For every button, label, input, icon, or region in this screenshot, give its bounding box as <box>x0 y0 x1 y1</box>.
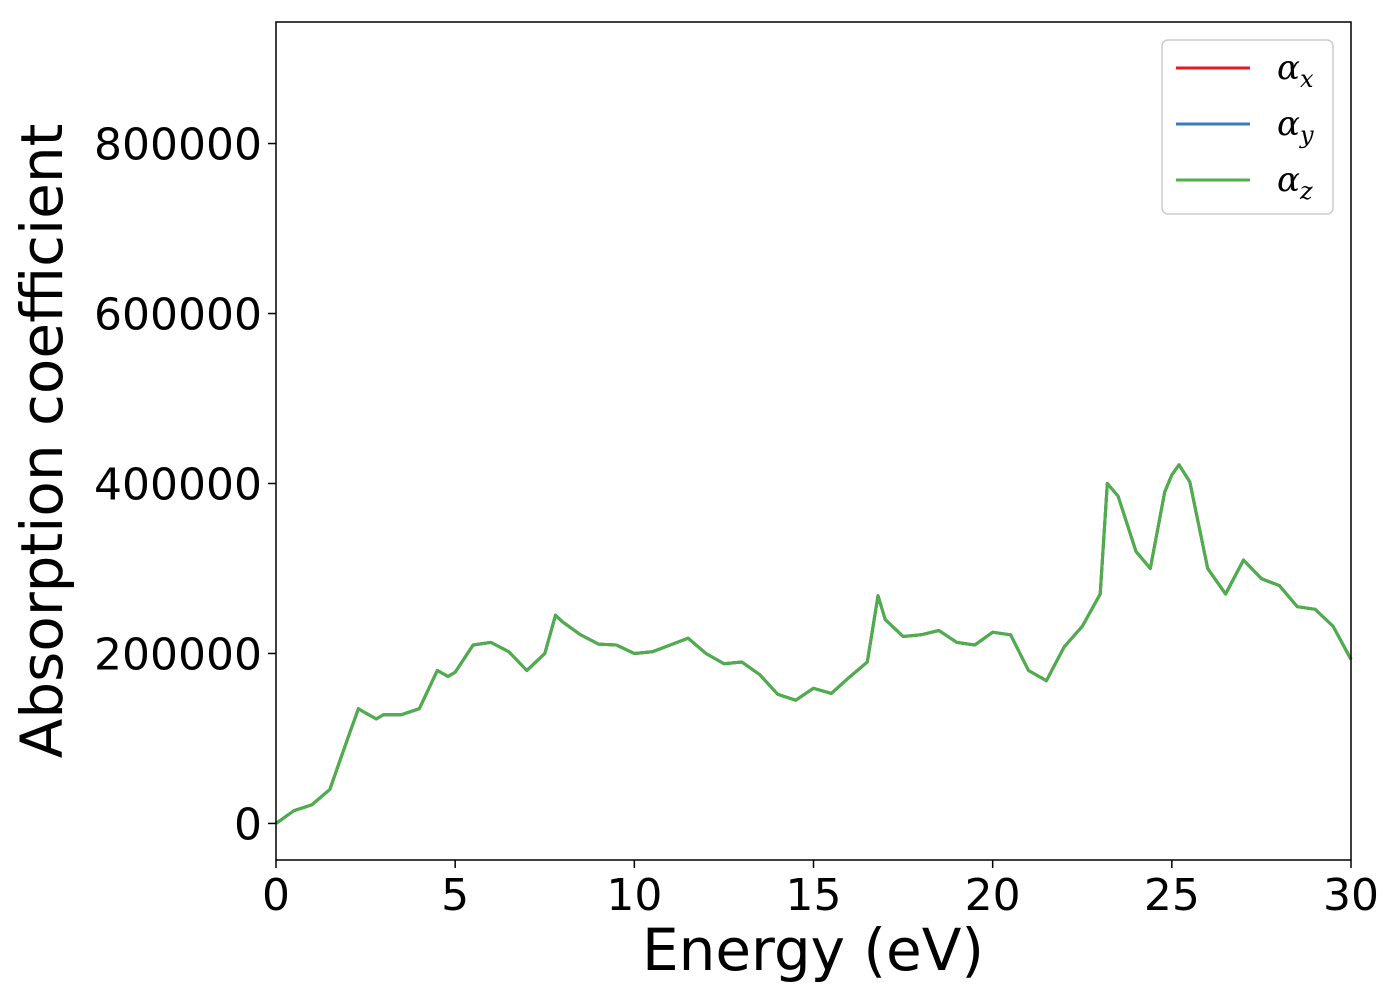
y-tick-label: 600000 <box>94 290 262 341</box>
x-tick-label: 30 <box>1323 870 1379 921</box>
y-tick-label: 400000 <box>94 459 262 510</box>
legend-entry-label: αx <box>1277 48 1314 93</box>
x-tick-label: 15 <box>786 870 842 921</box>
series-lines <box>275 463 1353 825</box>
y-axis: 0 200000 400000 600000 800000 <box>94 120 276 850</box>
series-line-2 <box>275 463 1353 825</box>
y-tick-label: 200000 <box>94 629 262 680</box>
x-tick-label: 10 <box>606 870 662 921</box>
x-axis: 0 5 10 15 20 25 30 <box>262 860 1379 921</box>
x-axis-title: Energy (eV) <box>642 916 984 984</box>
legend-entry-label: αy <box>1277 104 1314 149</box>
x-tick-label: 0 <box>262 870 290 921</box>
series-line-1 <box>275 463 1353 825</box>
x-tick-label: 25 <box>1144 870 1200 921</box>
y-tick-label: 0 <box>234 799 262 850</box>
legend: αx αy αz <box>1161 39 1334 215</box>
legend-box <box>1161 39 1334 215</box>
series-line-3 <box>275 463 1353 825</box>
y-axis-title: Absorption coefficient <box>8 124 76 759</box>
x-tick-label: 20 <box>965 870 1021 921</box>
y-tick-label: 800000 <box>94 120 262 171</box>
x-tick-label: 5 <box>441 870 469 921</box>
legend-entry-label: αz <box>1277 160 1313 205</box>
